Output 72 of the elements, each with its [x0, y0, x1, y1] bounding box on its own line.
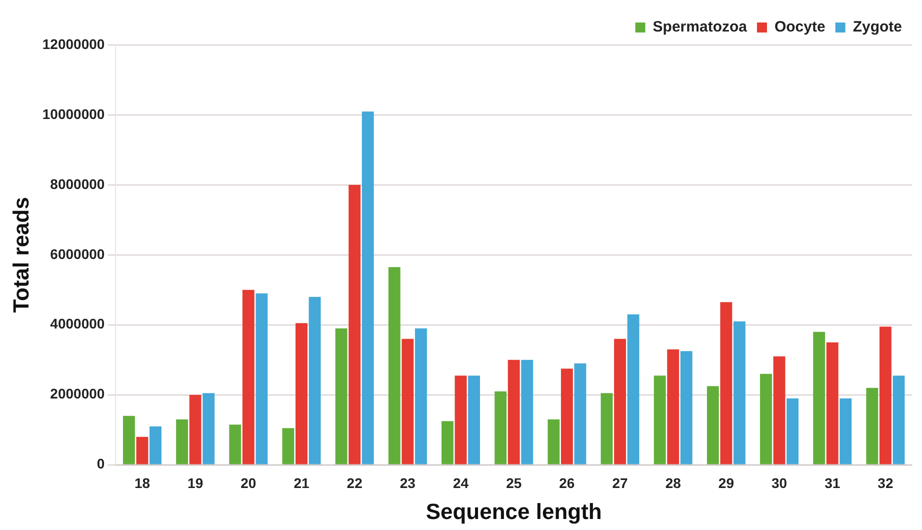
y-tick-label: 6000000	[50, 246, 105, 262]
bar	[733, 321, 746, 464]
legend-label: Zygote	[852, 18, 902, 36]
y-tick-label: 12000000	[42, 36, 105, 52]
bar	[229, 424, 242, 464]
bar	[508, 360, 520, 464]
bar	[627, 314, 640, 464]
bar	[866, 388, 878, 464]
bar	[122, 416, 135, 464]
bar	[362, 111, 374, 464]
bar	[348, 184, 361, 464]
bar	[296, 323, 308, 464]
y-tick-label: 0	[96, 456, 105, 472]
bar	[242, 290, 254, 464]
bar	[680, 351, 692, 464]
bar	[442, 421, 454, 464]
bar	[414, 328, 427, 464]
bar	[706, 386, 719, 464]
bar	[826, 342, 838, 464]
bar	[402, 338, 414, 464]
bar	[654, 376, 666, 464]
x-tick-label: 18	[134, 475, 150, 492]
bar	[786, 398, 799, 464]
y-tick-label: 8000000	[50, 176, 105, 192]
bar	[614, 338, 626, 464]
x-tick-label: 19	[188, 475, 204, 492]
y-tick-label: 4000000	[50, 316, 105, 332]
x-tick-label: 27	[612, 475, 628, 492]
x-axis-title: Sequence length	[426, 498, 602, 524]
bar	[720, 302, 732, 464]
x-tick-label: 32	[878, 475, 894, 492]
bar	[574, 363, 586, 464]
bar	[892, 376, 905, 464]
bar	[176, 419, 188, 464]
x-tick-label: 30	[771, 475, 788, 492]
x-tick-label: 20	[240, 475, 256, 492]
bar	[454, 376, 467, 464]
x-tick-label: 21	[294, 475, 310, 492]
legend-label: Spermatozoa	[652, 18, 748, 36]
x-tick-label: 25	[506, 475, 522, 492]
bar	[202, 393, 215, 464]
bar	[494, 391, 507, 464]
bar	[521, 360, 534, 464]
bar	[136, 436, 148, 464]
bar	[560, 368, 573, 464]
legend-label: Oocyte	[774, 18, 826, 36]
bar	[282, 428, 294, 464]
bar	[335, 328, 348, 464]
bar	[189, 394, 202, 464]
x-tick-label: 29	[718, 475, 734, 492]
bar	[760, 374, 772, 464]
bar	[308, 296, 321, 464]
y-axis-title: Total reads	[8, 197, 34, 313]
y-tick-label: 10000000	[42, 106, 105, 122]
x-tick-label: 23	[400, 475, 416, 492]
bar	[600, 393, 613, 464]
bar	[256, 293, 268, 464]
x-tick-label: 28	[665, 475, 682, 492]
y-tick-label: 2000000	[50, 386, 105, 402]
bar	[773, 356, 786, 464]
x-tick-label: 24	[452, 475, 469, 492]
bar	[150, 426, 162, 464]
bar	[840, 398, 852, 464]
bar	[548, 419, 560, 464]
bar	[667, 349, 680, 464]
bar	[388, 267, 400, 464]
x-tick-label: 31	[824, 475, 840, 492]
bar	[468, 376, 480, 464]
bar	[879, 326, 892, 464]
bar	[813, 332, 826, 464]
x-tick-label: 26	[559, 475, 575, 492]
x-tick-label: 22	[346, 475, 363, 492]
